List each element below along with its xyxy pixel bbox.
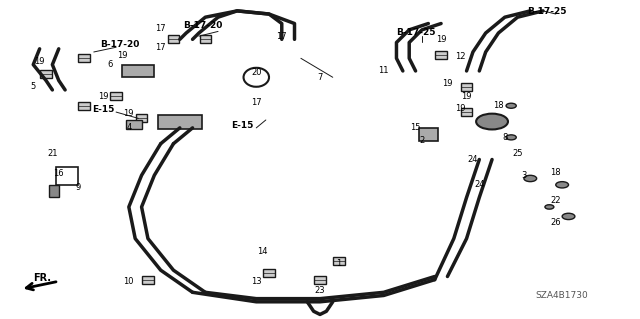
Bar (333, 257, 345, 265)
Text: 7: 7 (317, 73, 323, 82)
Bar (314, 276, 326, 284)
Bar (461, 108, 472, 116)
Bar (136, 115, 147, 122)
Text: 18: 18 (550, 168, 561, 177)
Text: 19: 19 (124, 109, 134, 118)
Bar (79, 54, 90, 62)
Bar (56, 167, 78, 185)
Text: 17: 17 (156, 24, 166, 33)
Circle shape (524, 175, 537, 182)
Bar (125, 120, 141, 130)
Text: 13: 13 (251, 277, 262, 286)
Text: 4: 4 (126, 123, 131, 132)
Circle shape (506, 135, 516, 140)
Bar (40, 70, 52, 78)
Text: 25: 25 (512, 149, 523, 158)
Bar (79, 102, 90, 110)
Text: 19: 19 (117, 51, 128, 60)
Text: 11: 11 (378, 66, 389, 76)
Text: 17: 17 (251, 98, 262, 107)
Text: 1: 1 (337, 259, 342, 268)
Bar (263, 269, 275, 277)
Text: 15: 15 (410, 123, 421, 132)
Text: 18: 18 (493, 101, 504, 110)
Text: E-15: E-15 (231, 121, 253, 130)
Text: 24: 24 (468, 155, 478, 164)
Text: 20: 20 (251, 68, 262, 77)
Bar (435, 51, 447, 59)
Text: 14: 14 (257, 247, 268, 256)
Text: 17: 17 (276, 32, 287, 41)
Text: 21: 21 (47, 149, 58, 158)
Text: 6: 6 (107, 60, 113, 69)
Text: E-15: E-15 (92, 105, 115, 114)
Text: B-17-25: B-17-25 (396, 27, 436, 37)
Text: 8: 8 (502, 133, 508, 142)
Bar (461, 83, 472, 91)
Text: 19: 19 (436, 35, 446, 44)
Text: 3: 3 (521, 171, 527, 180)
Text: B-17-20: B-17-20 (100, 40, 140, 49)
Bar (157, 115, 202, 130)
Text: 16: 16 (53, 169, 64, 178)
Bar (110, 92, 122, 100)
Text: 19: 19 (461, 92, 472, 101)
Text: 19: 19 (442, 79, 452, 88)
Text: 26: 26 (550, 218, 561, 227)
Circle shape (506, 103, 516, 108)
Text: 9: 9 (76, 183, 81, 192)
Text: 2: 2 (419, 136, 424, 145)
Text: 19: 19 (35, 57, 45, 66)
Text: 24: 24 (474, 180, 484, 189)
Text: 22: 22 (550, 196, 561, 205)
Text: 19: 19 (98, 92, 109, 101)
Circle shape (545, 205, 554, 209)
Text: 19: 19 (455, 104, 465, 113)
Text: B-17-25: B-17-25 (527, 7, 566, 16)
Text: B-17-20: B-17-20 (183, 21, 222, 30)
Text: SZA4B1730: SZA4B1730 (536, 291, 589, 300)
Text: 5: 5 (31, 82, 36, 91)
Bar (122, 65, 154, 77)
Bar (168, 35, 179, 43)
Text: 23: 23 (315, 286, 325, 295)
Circle shape (556, 182, 568, 188)
Bar (49, 185, 59, 197)
Circle shape (476, 114, 508, 130)
Text: 17: 17 (156, 43, 166, 52)
Text: 12: 12 (455, 52, 465, 61)
Text: FR.: FR. (33, 273, 51, 283)
Text: 10: 10 (124, 277, 134, 286)
Bar (419, 128, 438, 141)
Bar (200, 35, 211, 43)
Bar (142, 276, 154, 284)
Circle shape (562, 213, 575, 219)
